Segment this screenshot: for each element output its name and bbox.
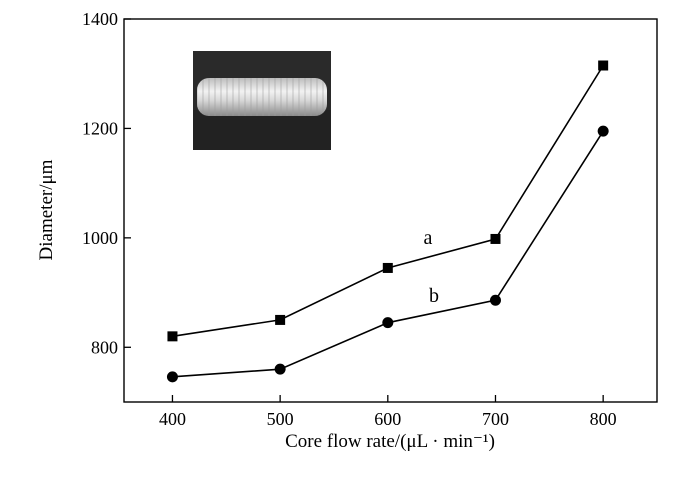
- data-point-b: [489, 294, 501, 306]
- x-tick-label: 700: [482, 409, 509, 429]
- y-axis-title: Diameter/μm: [36, 159, 57, 260]
- plot-frame: [123, 18, 658, 403]
- data-point-b: [382, 317, 394, 329]
- x-axis-title: Core flow rate/(μL · min⁻¹): [285, 431, 495, 452]
- series-label-a: a: [424, 227, 433, 249]
- data-point-a: [598, 60, 609, 71]
- x-tick-label: 400: [159, 409, 186, 429]
- y-tick-label: 1200: [82, 118, 118, 138]
- series-label-b: b: [429, 285, 439, 307]
- x-tick-label: 800: [590, 409, 617, 429]
- series-line-b: [172, 130, 604, 378]
- data-point-a: [167, 331, 178, 342]
- data-point-a: [490, 233, 501, 244]
- x-tick-label: 500: [267, 409, 294, 429]
- y-axis: 800 1000 1200 1400: [82, 9, 131, 357]
- series-layer: [166, 60, 609, 383]
- data-point-b: [166, 371, 178, 383]
- data-point-b: [597, 125, 609, 137]
- data-point-a: [275, 314, 286, 325]
- x-axis: 400 500 600 700 800: [159, 395, 617, 429]
- data-point-b: [274, 363, 286, 375]
- x-tick-label: 600: [374, 409, 401, 429]
- inset-photo: [193, 51, 331, 150]
- data-point-a: [382, 262, 393, 273]
- y-tick-label: 1000: [82, 228, 118, 248]
- y-tick-label: 1400: [82, 9, 118, 29]
- y-tick-label: 800: [91, 337, 118, 357]
